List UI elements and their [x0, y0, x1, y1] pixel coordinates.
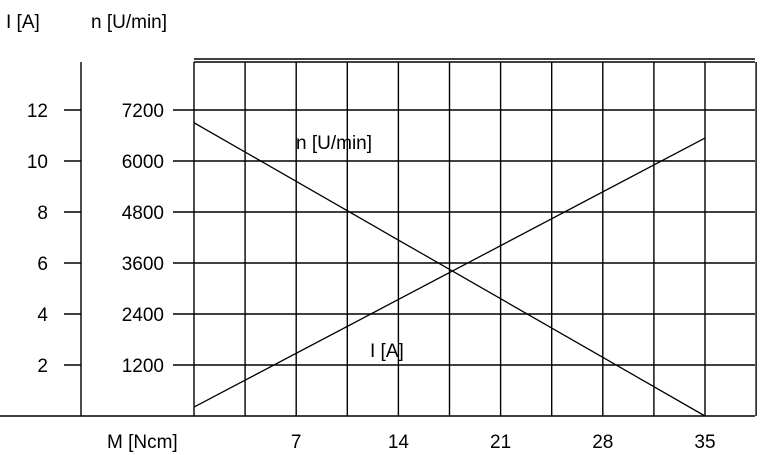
series-lines [193, 122, 706, 417]
current-tick-label: 4 [37, 305, 48, 326]
speed-tick-label: 4800 [122, 203, 164, 224]
torque-tick-label: 28 [592, 432, 613, 453]
speed-axis-ticks: 1200 2400 3600 4800 6000 7200 [122, 101, 194, 377]
current-tick-label: 2 [37, 356, 48, 377]
torque-tick-label: 14 [388, 432, 410, 453]
torque-tick-label: 7 [291, 432, 302, 453]
current-series-line [193, 137, 706, 408]
y-axis-label-current: I [A] [6, 12, 40, 33]
speed-tick-label: 7200 [122, 101, 164, 122]
current-axis-ticks: 2 4 6 8 10 12 [27, 101, 81, 377]
speed-tick-label: 1200 [122, 356, 164, 377]
torque-tick-label: 35 [694, 432, 715, 453]
current-tick-label: 6 [37, 254, 48, 275]
speed-tick-label: 6000 [122, 152, 164, 173]
current-tick-label: 10 [27, 152, 48, 173]
current-tick-label: 8 [37, 203, 48, 224]
series-label-speed: n [U/min] [296, 133, 372, 154]
speed-tick-label: 3600 [122, 254, 164, 275]
speed-tick-label: 2400 [122, 305, 164, 326]
speed-series-line [193, 122, 706, 417]
plot-grid [0, 58, 757, 417]
x-axis-label: M [Ncm] [107, 432, 178, 453]
torque-tick-label: 21 [490, 432, 511, 453]
y-axis-label-speed: n [U/min] [91, 12, 167, 33]
current-tick-label: 12 [27, 101, 48, 122]
torque-axis-ticks: 7 14 21 28 35 [291, 432, 716, 453]
series-label-current: I [A] [370, 341, 404, 362]
